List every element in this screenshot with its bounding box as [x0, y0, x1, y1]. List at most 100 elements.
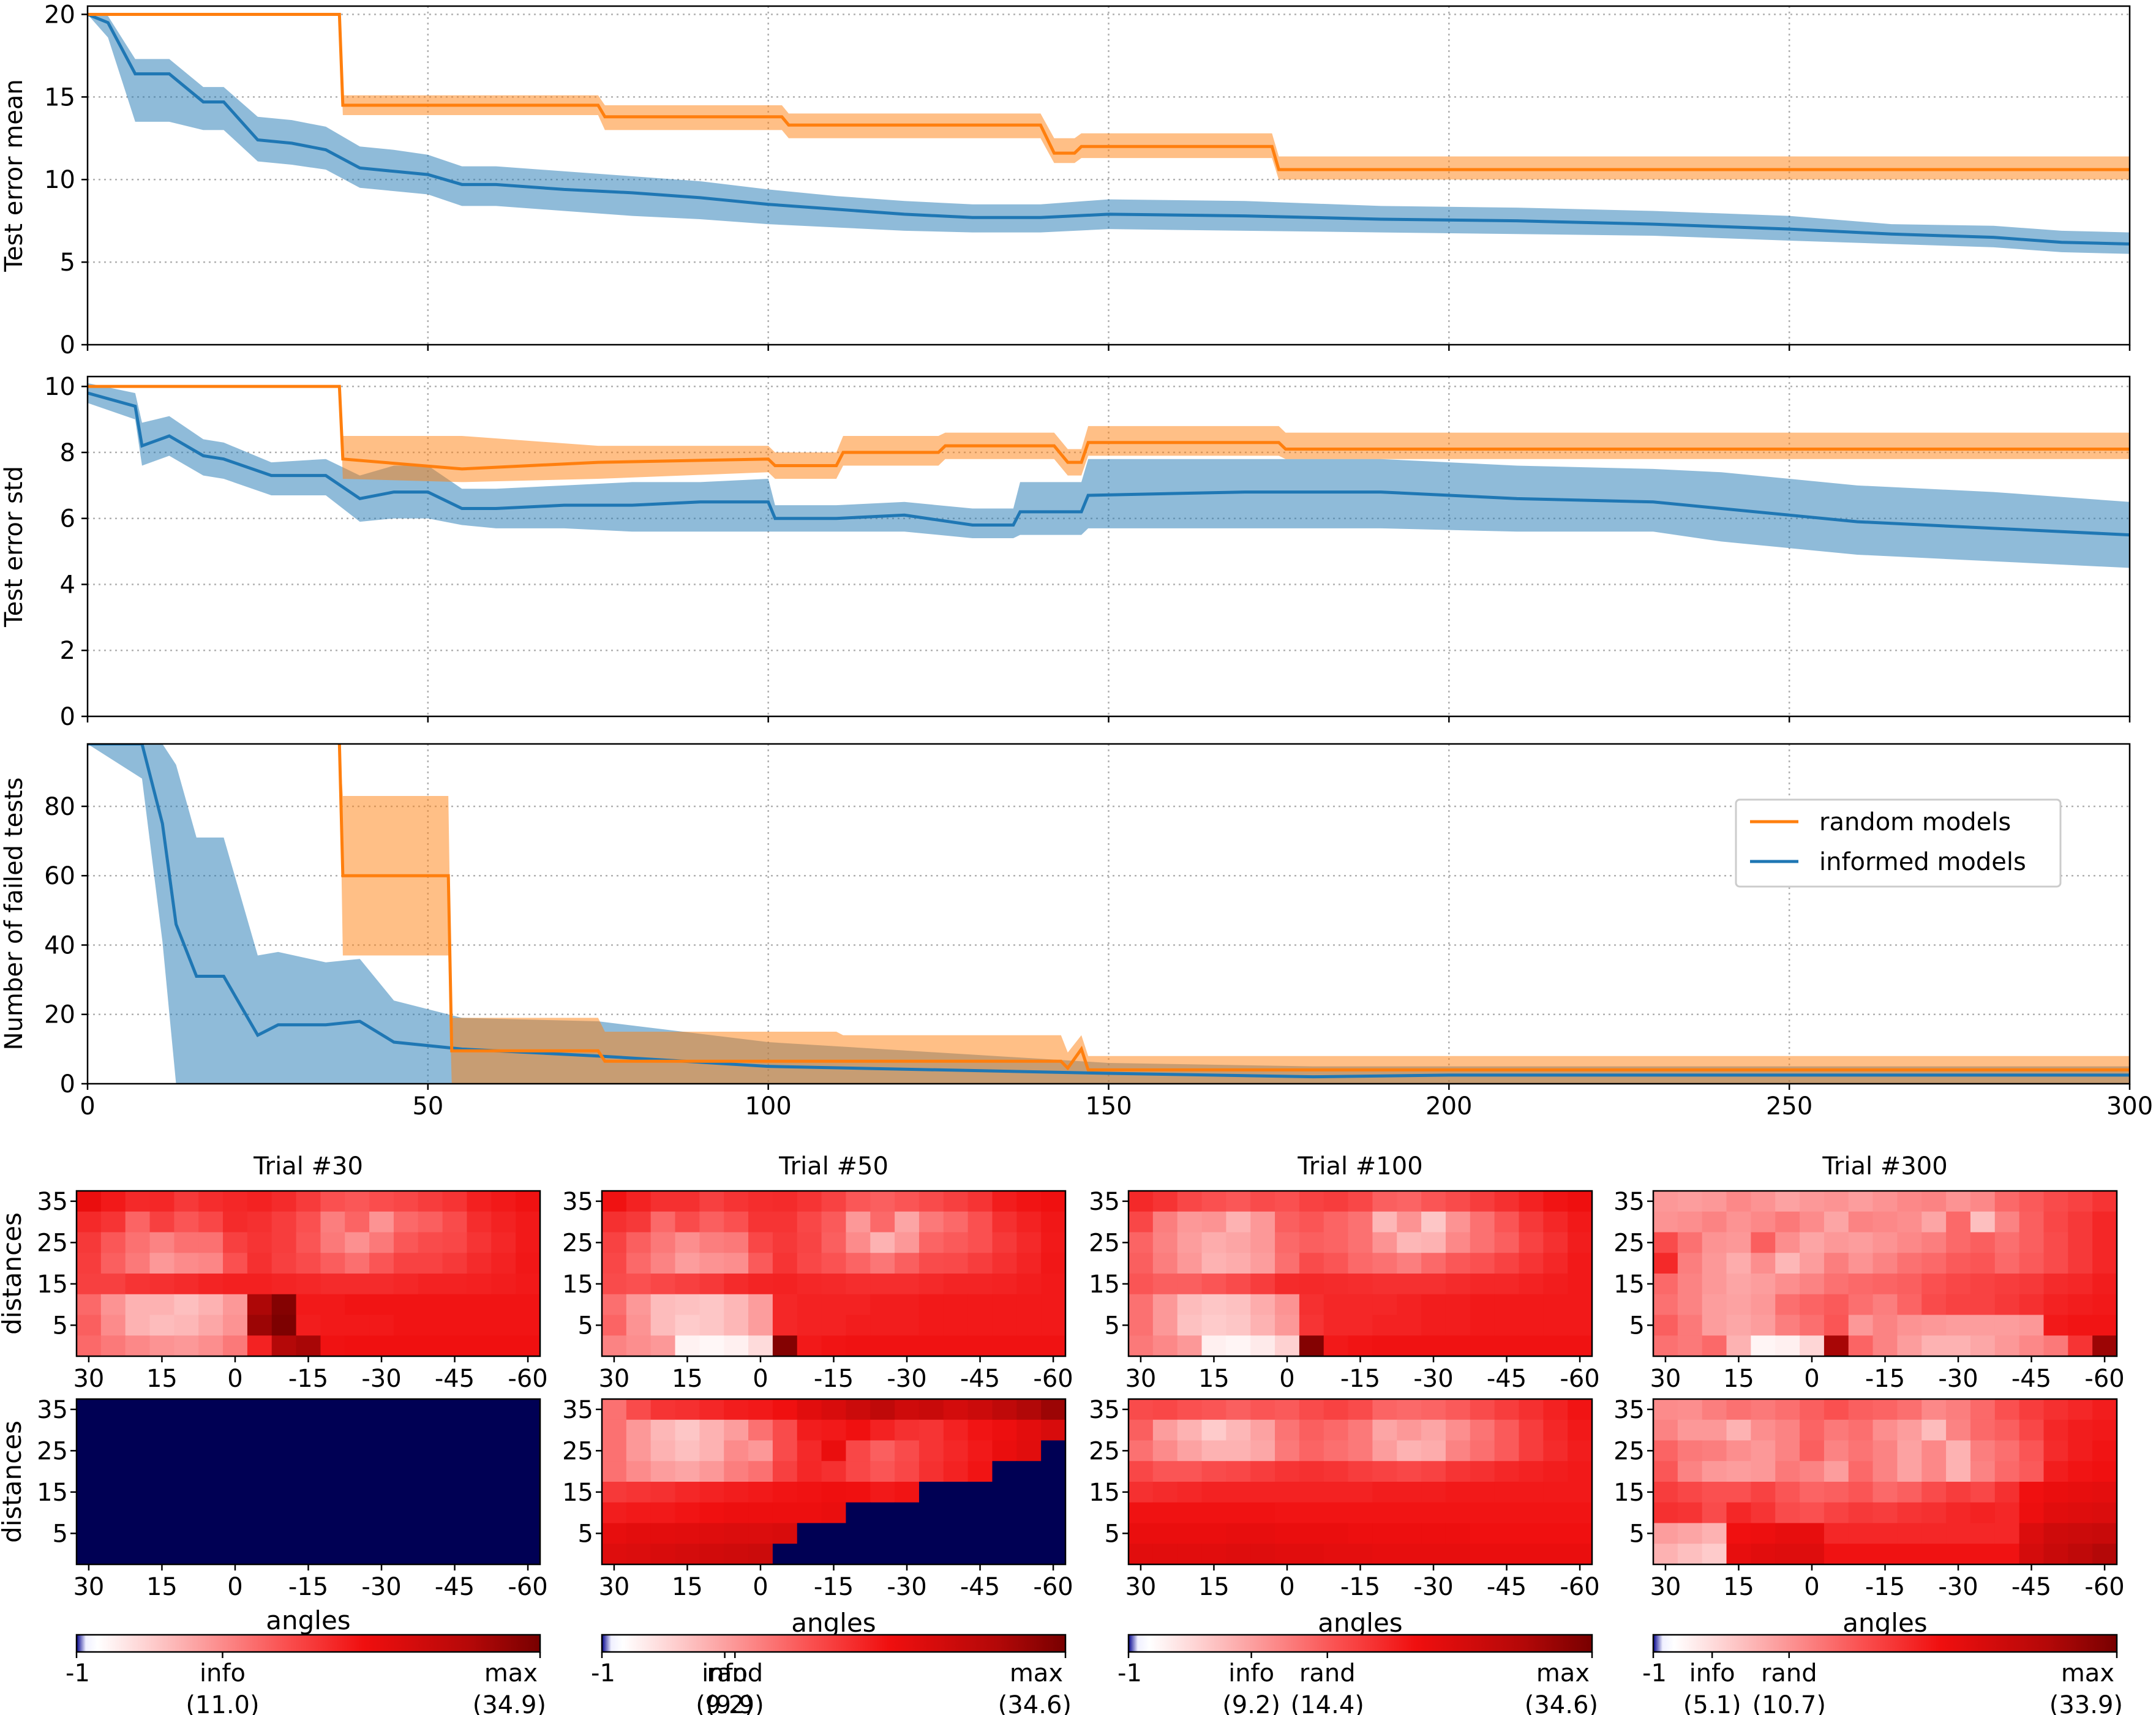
heatmap-bottom-cell	[1994, 1440, 2020, 1462]
heatmap-top-cell	[2068, 1294, 2093, 1316]
heatmap-top-cell	[748, 1191, 773, 1212]
heatmap-bottom-cell	[699, 1461, 724, 1482]
heatmap-bottom-cell	[1129, 1482, 1154, 1503]
heatmap-top-cell	[198, 1315, 223, 1336]
heatmap-top-cell	[1348, 1294, 1373, 1316]
heatmap-top-cell	[1397, 1191, 1422, 1212]
heatmap-bottom-cell	[1543, 1502, 1568, 1524]
heatmap-top-cell	[125, 1232, 151, 1253]
x-tick-label: 0	[227, 1365, 242, 1393]
y-tick-label: 40	[44, 931, 75, 959]
heatmap-bottom-cell	[846, 1523, 871, 1544]
heatmap-bottom-cell	[1775, 1523, 1800, 1544]
heatmap-top-cell	[2043, 1274, 2068, 1295]
heatmap-top-cell	[1041, 1315, 1066, 1336]
heatmap-bottom-cell	[1323, 1482, 1349, 1503]
heatmap-bottom-cell	[1897, 1461, 1922, 1482]
heatmap-bottom-cell	[1519, 1399, 1544, 1420]
y-tick-label: 25	[1089, 1229, 1120, 1257]
heatmap-top-cell	[650, 1315, 676, 1336]
heatmap-bottom-cell	[675, 1419, 700, 1441]
heatmap-bottom-cell	[1848, 1461, 1874, 1482]
heatmap-top-cell	[1494, 1335, 1520, 1357]
heatmap-bottom-cell	[1348, 1440, 1373, 1462]
x-tick-label: -45	[960, 1573, 1000, 1601]
heatmap-bottom-cell	[1726, 1399, 1751, 1420]
heatmap-top-cell	[1470, 1253, 1495, 1274]
heatmap-top-cell	[1177, 1274, 1203, 1295]
heatmap-top-cell	[345, 1253, 370, 1274]
heatmap-top-cell	[1016, 1211, 1042, 1233]
heatmap-bottom-cell	[1445, 1399, 1471, 1420]
heatmap-top-cell	[675, 1274, 700, 1295]
heatmap-top-cell	[442, 1191, 468, 1212]
heatmap-top-cell	[1201, 1253, 1226, 1274]
heatmap-top-cell	[870, 1274, 895, 1295]
heatmap-top-cell	[100, 1253, 126, 1274]
heatmap-top-cell	[1824, 1253, 1849, 1274]
heatmap-top-cell	[418, 1211, 443, 1233]
heatmap-top-cell	[1299, 1294, 1324, 1316]
heatmap-top-cell	[1519, 1253, 1544, 1274]
heatmap-top-cell	[1726, 1335, 1751, 1357]
heatmap-top-cell	[1177, 1253, 1203, 1274]
x-tick-label: -30	[887, 1365, 926, 1393]
heatmap-top-cell	[2019, 1191, 2045, 1212]
heatmap-bottom-cell	[1250, 1461, 1275, 1482]
heatmap-bottom-cell	[2019, 1440, 2045, 1462]
heatmap-top-cell	[1226, 1274, 1251, 1295]
heatmap-top-cell	[2068, 1335, 2093, 1357]
heatmap-top-cell	[2068, 1191, 2093, 1212]
x-tick-label: 15	[146, 1573, 178, 1601]
heatmap-top-cell	[491, 1274, 516, 1295]
heatmap-top-cell	[1519, 1335, 1544, 1357]
x-tick-label: 0	[753, 1365, 768, 1393]
heatmap-top-cell	[626, 1232, 652, 1253]
heatmap-top-cell	[675, 1191, 700, 1212]
heatmap-bottom-cell	[797, 1461, 822, 1482]
heatmap-top-cell	[1041, 1335, 1066, 1357]
heatmap-bottom-cell	[1970, 1482, 1996, 1503]
heatmap-top-cell	[846, 1335, 871, 1357]
heatmap-bottom-cell	[1470, 1419, 1495, 1441]
y-tick-label: 15	[37, 1270, 68, 1299]
heatmap-bottom-cell	[1323, 1523, 1349, 1544]
heatmap-bottom-cell	[1800, 1419, 1825, 1441]
heatmap-bottom-cell	[1751, 1544, 1776, 1565]
heatmap-bottom-cell	[943, 1523, 969, 1544]
heatmap-bottom-cell	[1702, 1544, 1727, 1565]
y-tick-label: 25	[1089, 1437, 1120, 1465]
x-tick-label: 0	[227, 1573, 242, 1601]
heatmap-bottom-cell	[1348, 1419, 1373, 1441]
heatmap-bottom-cell	[1177, 1523, 1203, 1544]
heatmap-top-cell	[626, 1191, 652, 1212]
y-tick-label: 35	[37, 1396, 68, 1424]
heatmap-top-cell	[1129, 1315, 1154, 1336]
heatmap-bottom-cell	[1129, 1440, 1154, 1462]
heatmap-bottom-cell	[1445, 1482, 1471, 1503]
heatmap-bottom-cell	[1372, 1523, 1397, 1544]
heatmap-top-cell	[393, 1211, 419, 1233]
heatmap-top-cell	[1494, 1191, 1520, 1212]
heatmap-top-cell	[1897, 1335, 1922, 1357]
heatmap-top-cell	[918, 1315, 944, 1336]
heatmap-top-cell	[1751, 1294, 1776, 1316]
heatmap-top-cell	[724, 1211, 749, 1233]
heatmap-bottom-cell	[2019, 1399, 2045, 1420]
heatmap-bottom-cell	[2043, 1482, 2068, 1503]
heatmap-bottom-cell	[1800, 1399, 1825, 1420]
heatmap-top-cell	[247, 1211, 272, 1233]
heatmap-bottom-cell	[772, 1419, 798, 1441]
heatmap-top-cell	[1568, 1191, 1593, 1212]
heatmap-top-cell	[2019, 1335, 2045, 1357]
heatmap-top-cell	[1726, 1274, 1751, 1295]
heatmap-top-cell	[467, 1211, 492, 1233]
heatmap-top-cell	[1824, 1315, 1849, 1336]
colorbar-value-rand: (14.4)	[1291, 1691, 1364, 1715]
heatmap-top-cell	[345, 1294, 370, 1316]
heatmap-bottom-cell	[1568, 1482, 1593, 1503]
colorbar-label-rand: rand	[1299, 1659, 1356, 1687]
x-tick-label: 150	[1085, 1092, 1132, 1120]
heatmap-top-cell	[748, 1294, 773, 1316]
heatmap-top-cell	[650, 1294, 676, 1316]
